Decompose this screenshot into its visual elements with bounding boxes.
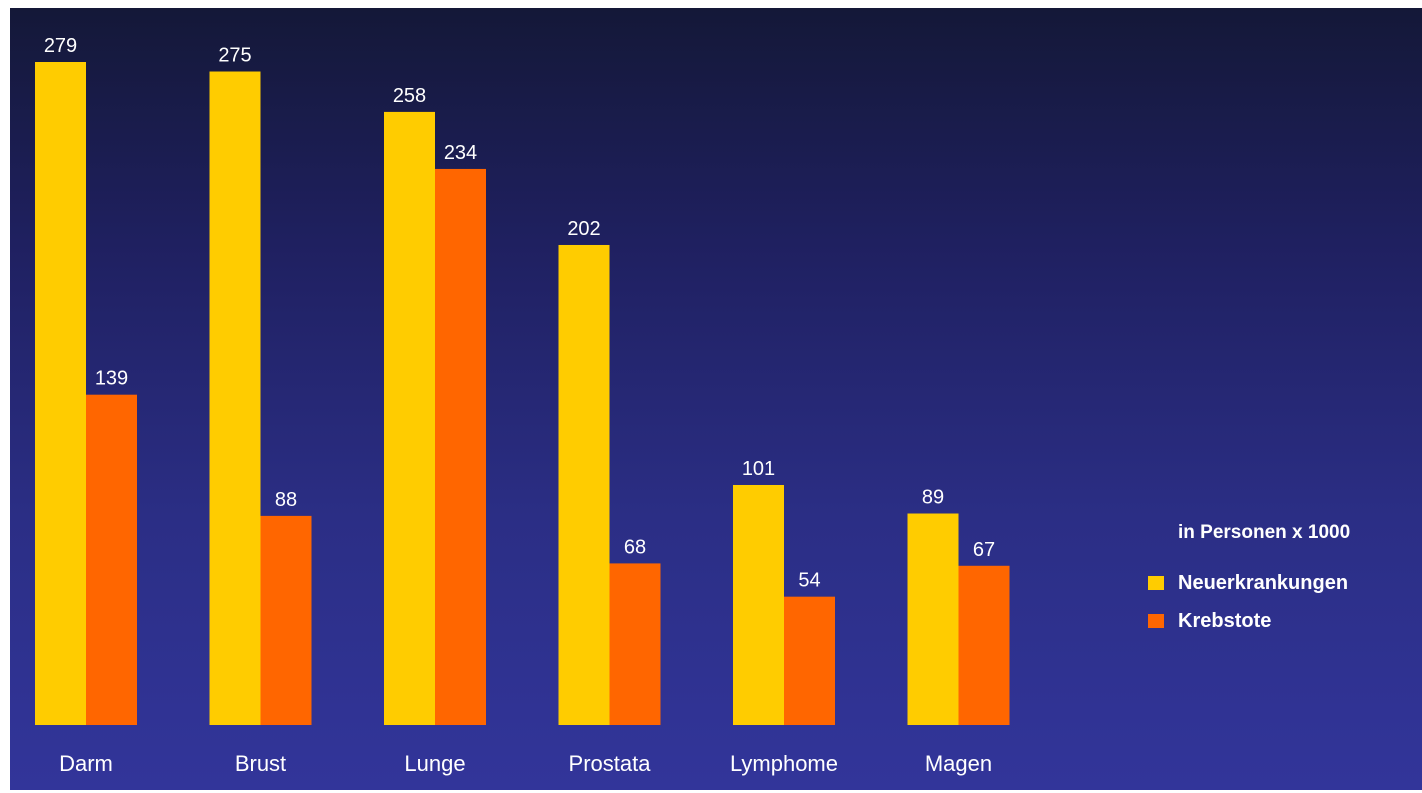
value-label-neuerkrankungen-magen: 89 — [922, 487, 944, 509]
legend-swatch-krebstote — [1148, 614, 1164, 628]
bar-krebstote-brust — [260, 515, 312, 725]
bar-chart: 279 139 Darm 275 88 Brust 258 234 Lunge 202 68 Pros… — [35, 35, 1010, 776]
bar-neuerkrankungen-brust — [209, 71, 261, 725]
value-label-krebstote-lymphome: 54 — [798, 570, 820, 592]
value-label-neuerkrankungen-darm: 279 — [44, 35, 77, 57]
chart-slide: 279 139 Darm 275 88 Brust 258 234 Lunge 202 68 Pros… — [10, 8, 1422, 790]
bar-neuerkrankungen-lunge — [384, 111, 435, 726]
value-label-krebstote-prostata: 68 — [624, 536, 646, 558]
legend-label-neuerkrankungen: Neuerkrankungen — [1178, 571, 1349, 594]
bar-krebstote-lymphome — [784, 596, 835, 725]
category-label-prostata: Prostata — [569, 751, 652, 776]
legend-swatch-neuerkrankungen — [1148, 576, 1164, 590]
bar-krebstote-prostata — [609, 563, 661, 725]
bar-neuerkrankungen-prostata — [558, 244, 610, 725]
chart-legend: in Personen x 1000 Neuerkrankungen Krebs… — [1148, 522, 1350, 646]
unit-note: in Personen x 1000 — [1178, 522, 1351, 543]
category-label-brust: Brust — [235, 751, 286, 776]
category-label-darm: Darm — [59, 751, 113, 776]
value-label-neuerkrankungen-brust: 275 — [218, 45, 251, 67]
category-label-lunge: Lunge — [404, 751, 465, 776]
category-label-lymphome: Lymphome — [730, 751, 838, 776]
value-label-krebstote-lunge: 234 — [444, 142, 477, 164]
category-label-magen: Magen — [925, 751, 992, 776]
bar-neuerkrankungen-lymphome — [733, 484, 784, 725]
bar-krebstote-magen — [958, 565, 1010, 725]
bar-neuerkrankungen-darm — [35, 62, 86, 725]
bar-krebstote-lunge — [435, 168, 486, 725]
value-label-neuerkrankungen-prostata: 202 — [567, 218, 600, 240]
value-label-krebstote-magen: 67 — [973, 539, 995, 561]
value-label-krebstote-brust: 88 — [275, 489, 297, 511]
legend-item-krebstote: Krebstote — [1148, 608, 1350, 634]
legend-item-neuerkrankungen: Neuerkrankungen — [1148, 570, 1350, 596]
value-label-krebstote-darm: 139 — [95, 368, 128, 390]
bar-krebstote-darm — [86, 394, 137, 725]
value-label-neuerkrankungen-lunge: 258 — [393, 85, 426, 107]
value-label-neuerkrankungen-lymphome: 101 — [742, 458, 775, 480]
bar-neuerkrankungen-magen — [907, 513, 959, 725]
legend-label-krebstote: Krebstote — [1178, 609, 1272, 632]
